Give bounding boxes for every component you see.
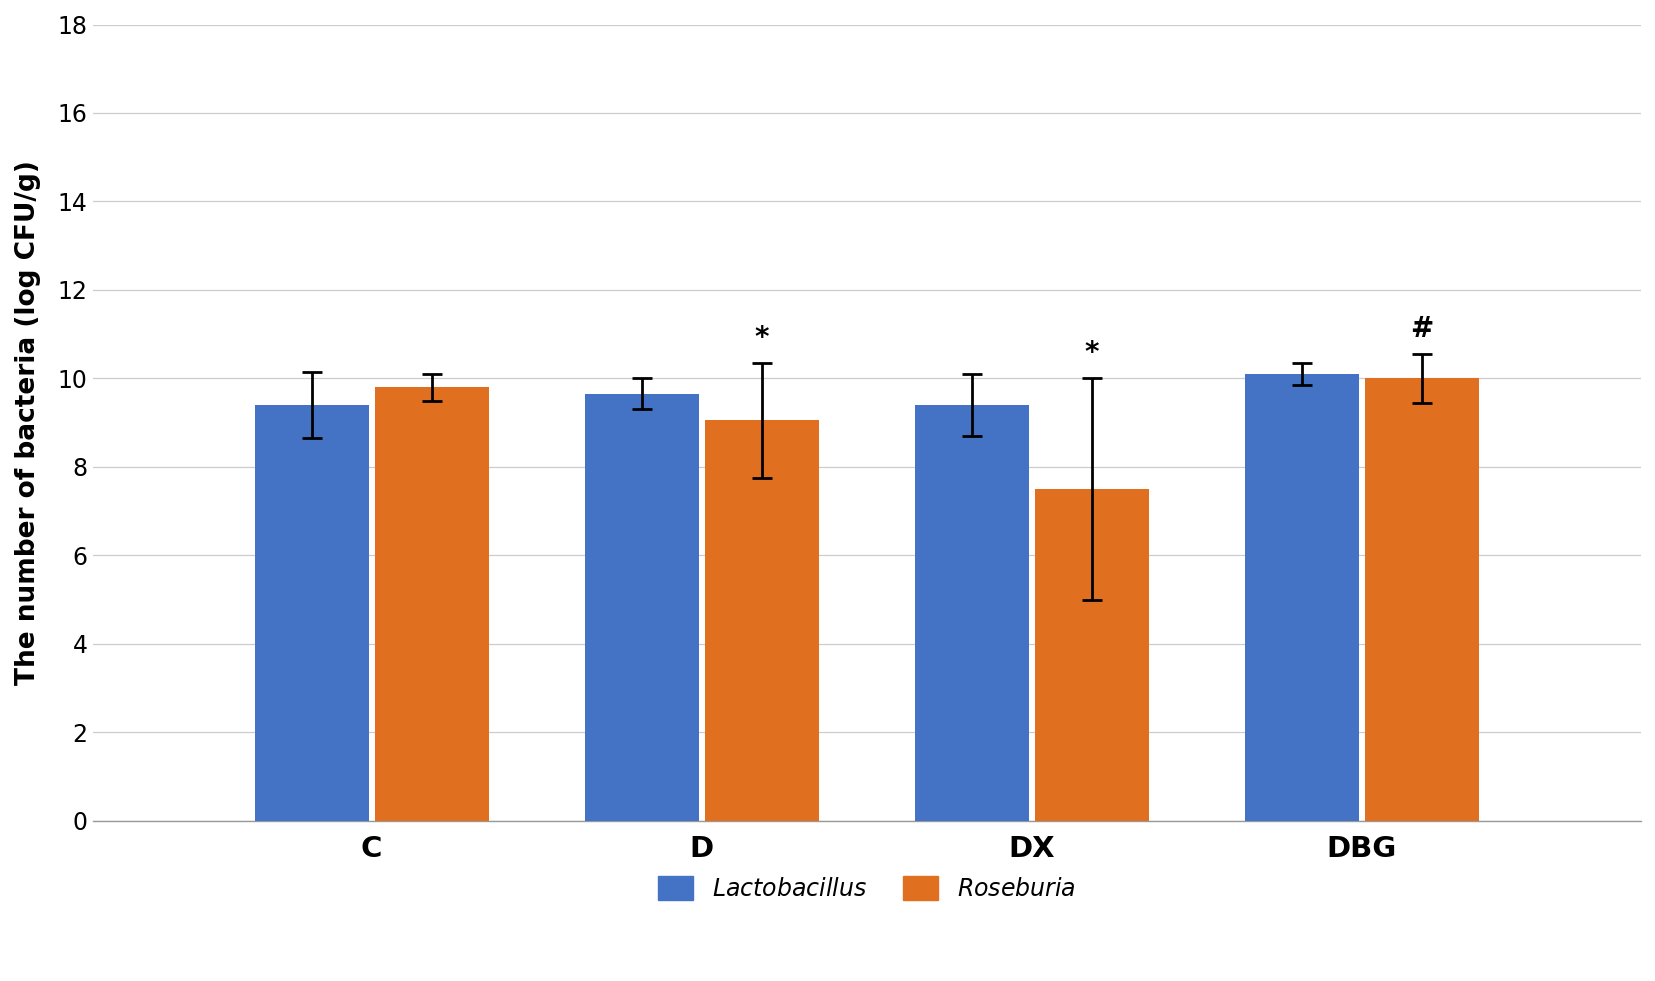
Bar	[1364, 379, 1478, 821]
Bar	[1034, 489, 1149, 821]
Text: *: *	[1084, 339, 1099, 367]
Bar	[705, 421, 818, 821]
Bar	[255, 405, 369, 821]
Bar	[914, 405, 1028, 821]
Bar	[1245, 374, 1359, 821]
Bar	[584, 393, 698, 821]
Y-axis label: The number of bacteria (log CFU/g): The number of bacteria (log CFU/g)	[15, 160, 41, 685]
Bar	[374, 387, 488, 821]
Text: #: #	[1410, 315, 1433, 343]
Text: *: *	[755, 324, 768, 352]
Legend: $\it{Lactobacillus}$, $\it{Roseburia}$: $\it{Lactobacillus}$, $\it{Roseburia}$	[645, 864, 1087, 912]
